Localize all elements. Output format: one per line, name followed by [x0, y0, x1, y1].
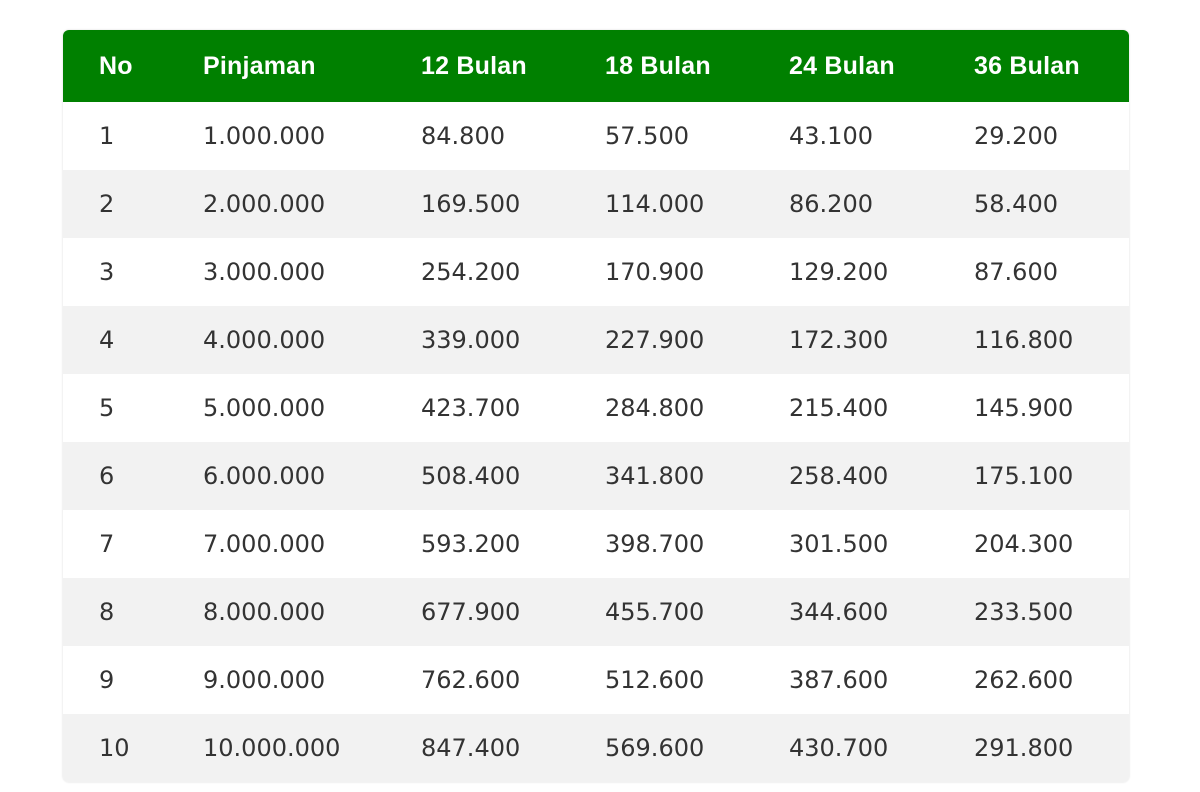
table-row: 2 2.000.000 169.500 114.000 86.200 58.400	[63, 170, 1129, 238]
cell-pinjaman: 4.000.000	[203, 326, 326, 354]
installment-table-container: No Pinjaman 12 Bulan 18 Bulan 24 Bulan 3…	[63, 30, 1129, 782]
cell-pinjaman: 8.000.000	[203, 598, 326, 626]
cell-pinjaman: 10.000.000	[203, 734, 341, 762]
cell-no: 2	[99, 190, 115, 218]
cell-12-bulan: 423.700	[421, 394, 521, 422]
cell-no: 1	[99, 122, 115, 150]
cell-pinjaman: 7.000.000	[203, 530, 326, 558]
table-header: No Pinjaman 12 Bulan 18 Bulan 24 Bulan 3…	[63, 30, 1129, 102]
cell-pinjaman: 3.000.000	[203, 258, 326, 286]
cell-12-bulan: 677.900	[421, 598, 521, 626]
cell-24-bulan: 129.200	[789, 258, 889, 286]
cell-18-bulan: 57.500	[605, 122, 689, 150]
cell-no: 3	[99, 258, 115, 286]
cell-pinjaman: 5.000.000	[203, 394, 326, 422]
cell-36-bulan: 87.600	[974, 258, 1058, 286]
cell-36-bulan: 58.400	[974, 190, 1058, 218]
table-row: 8 8.000.000 677.900 455.700 344.600 233.500	[63, 578, 1129, 646]
cell-18-bulan: 512.600	[605, 666, 705, 694]
cell-24-bulan: 86.200	[789, 190, 873, 218]
cell-no: 6	[99, 462, 115, 490]
cell-36-bulan: 204.300	[974, 530, 1074, 558]
cell-18-bulan: 170.900	[605, 258, 705, 286]
cell-36-bulan: 233.500	[974, 598, 1074, 626]
table-row: 4 4.000.000 339.000 227.900 172.300 116.800	[63, 306, 1129, 374]
cell-no: 4	[99, 326, 115, 354]
table-row: 10 10.000.000 847.400 569.600 430.700 291.800	[63, 714, 1129, 782]
cell-pinjaman: 6.000.000	[203, 462, 326, 490]
cell-no: 8	[99, 598, 115, 626]
cell-24-bulan: 215.400	[789, 394, 889, 422]
cell-36-bulan: 116.800	[974, 326, 1074, 354]
header-36-bulan: 36 Bulan	[974, 51, 1080, 80]
cell-36-bulan: 175.100	[974, 462, 1074, 490]
cell-18-bulan: 569.600	[605, 734, 705, 762]
cell-36-bulan: 29.200	[974, 122, 1058, 150]
cell-18-bulan: 455.700	[605, 598, 705, 626]
cell-24-bulan: 387.600	[789, 666, 889, 694]
cell-18-bulan: 114.000	[605, 190, 705, 218]
cell-18-bulan: 227.900	[605, 326, 705, 354]
cell-24-bulan: 301.500	[789, 530, 889, 558]
cell-12-bulan: 84.800	[421, 122, 505, 150]
cell-12-bulan: 847.400	[421, 734, 521, 762]
header-24-bulan: 24 Bulan	[789, 51, 895, 80]
table-body: 1 1.000.000 84.800 57.500 43.100 29.200 2 2.000…	[63, 102, 1129, 782]
header-row: No Pinjaman 12 Bulan 18 Bulan 24 Bulan 3…	[63, 30, 1129, 102]
cell-12-bulan: 169.500	[421, 190, 521, 218]
table-row: 6 6.000.000 508.400 341.800 258.400 175.100	[63, 442, 1129, 510]
cell-no: 7	[99, 530, 115, 558]
table-row: 1 1.000.000 84.800 57.500 43.100 29.200	[63, 102, 1129, 170]
cell-12-bulan: 762.600	[421, 666, 521, 694]
cell-24-bulan: 344.600	[789, 598, 889, 626]
table-row: 9 9.000.000 762.600 512.600 387.600 262.600	[63, 646, 1129, 714]
table-row: 7 7.000.000 593.200 398.700 301.500 204.300	[63, 510, 1129, 578]
cell-18-bulan: 284.800	[605, 394, 705, 422]
cell-24-bulan: 43.100	[789, 122, 873, 150]
cell-no: 5	[99, 394, 115, 422]
cell-24-bulan: 258.400	[789, 462, 889, 490]
table-row: 5 5.000.000 423.700 284.800 215.400 145.900	[63, 374, 1129, 442]
cell-no: 9	[99, 666, 115, 694]
cell-no: 10	[99, 734, 130, 762]
cell-pinjaman: 1.000.000	[203, 122, 326, 150]
cell-pinjaman: 9.000.000	[203, 666, 326, 694]
cell-24-bulan: 172.300	[789, 326, 889, 354]
cell-12-bulan: 593.200	[421, 530, 521, 558]
cell-36-bulan: 291.800	[974, 734, 1074, 762]
header-no: No	[99, 51, 133, 80]
cell-12-bulan: 339.000	[421, 326, 521, 354]
cell-12-bulan: 508.400	[421, 462, 521, 490]
cell-18-bulan: 341.800	[605, 462, 705, 490]
installment-table: No Pinjaman 12 Bulan 18 Bulan 24 Bulan 3…	[63, 30, 1129, 782]
cell-36-bulan: 262.600	[974, 666, 1074, 694]
cell-18-bulan: 398.700	[605, 530, 705, 558]
header-pinjaman: Pinjaman	[203, 51, 316, 80]
cell-24-bulan: 430.700	[789, 734, 889, 762]
header-18-bulan: 18 Bulan	[605, 51, 711, 80]
cell-pinjaman: 2.000.000	[203, 190, 326, 218]
cell-36-bulan: 145.900	[974, 394, 1074, 422]
header-12-bulan: 12 Bulan	[421, 51, 527, 80]
table-row: 3 3.000.000 254.200 170.900 129.200 87.600	[63, 238, 1129, 306]
cell-12-bulan: 254.200	[421, 258, 521, 286]
